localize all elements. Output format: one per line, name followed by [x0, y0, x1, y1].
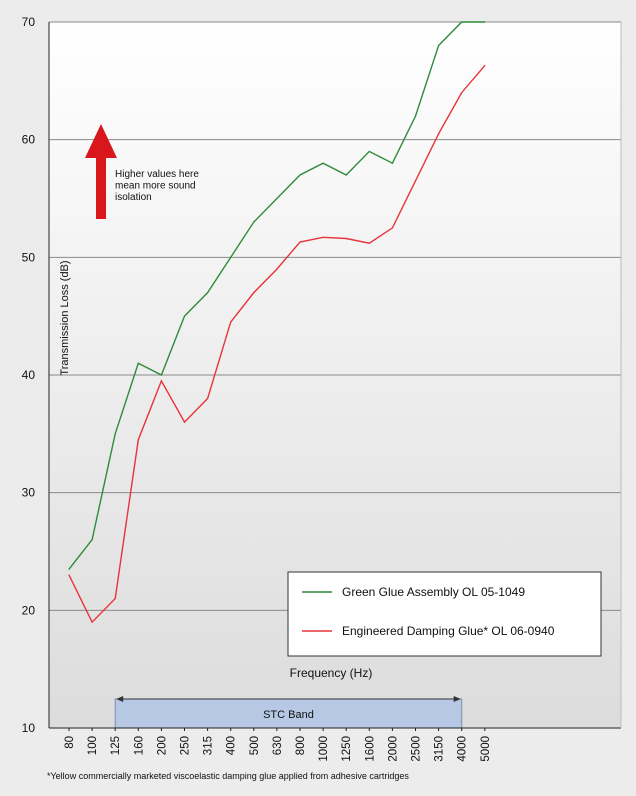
x-tick-label: 800 [295, 736, 307, 755]
stc-band-label: STC Band [263, 709, 314, 721]
y-tick-label: 30 [22, 486, 36, 500]
data-point [137, 362, 139, 364]
x-tick-label: 1600 [364, 736, 376, 762]
y-axis-title: Transmission Loss (dB) [59, 260, 71, 375]
data-point [322, 162, 324, 164]
x-tick-label: 100 [87, 736, 99, 755]
data-point [160, 374, 162, 376]
x-tick-label: 4000 [457, 736, 469, 762]
data-point [276, 268, 278, 270]
y-tick-label: 40 [22, 368, 36, 382]
data-point [114, 433, 116, 435]
x-tick-label: 200 [156, 736, 168, 755]
x-tick-label: 630 [272, 736, 284, 755]
data-point [461, 92, 463, 94]
data-point [368, 242, 370, 244]
data-point [484, 21, 486, 23]
data-point [68, 574, 70, 576]
data-point [91, 539, 93, 541]
x-tick-label: 1000 [318, 736, 330, 762]
data-point [253, 292, 255, 294]
data-point [183, 315, 186, 317]
stc-band [114, 698, 463, 729]
data-point [391, 162, 393, 164]
x-tick-label: 160 [133, 736, 145, 755]
data-point [68, 568, 70, 570]
data-point [438, 133, 440, 135]
data-point [137, 439, 139, 441]
y-tick-label: 20 [22, 603, 36, 617]
annotation-text-line: Higher values here [115, 169, 199, 180]
y-tick-label: 50 [22, 250, 36, 264]
data-point [414, 115, 417, 117]
stc-band-arrow-right [453, 696, 461, 702]
y-tick-label: 70 [22, 15, 36, 29]
data-point [160, 380, 162, 382]
data-point [299, 241, 301, 243]
data-point [461, 21, 463, 23]
x-tick-label: 2000 [387, 736, 399, 762]
data-point [368, 150, 370, 153]
up-arrow-icon [85, 124, 117, 219]
data-point [322, 236, 324, 238]
data-point [183, 421, 186, 423]
annotation-text-line: isolation [115, 192, 152, 203]
data-point [345, 237, 347, 240]
data-point [345, 174, 347, 176]
y-tick-label: 10 [22, 721, 36, 735]
legend-box [287, 571, 602, 657]
x-tick-label: 400 [226, 736, 238, 755]
stc-band-arrow-left [116, 696, 124, 702]
annotation-text-line: mean more sound [115, 181, 196, 192]
data-point [299, 174, 301, 176]
x-tick-label: 500 [249, 736, 261, 755]
data-point [207, 397, 209, 400]
x-tick-label: 3150 [434, 736, 446, 762]
x-tick-label: 315 [203, 736, 215, 755]
x-tick-label: 5000 [480, 736, 492, 762]
data-point [230, 256, 232, 258]
data-point [276, 197, 278, 200]
data-point [438, 44, 440, 47]
data-point [391, 227, 393, 229]
x-tick-label: 80 [64, 736, 76, 749]
x-tick-label: 2500 [411, 736, 423, 762]
data-point [91, 621, 93, 623]
data-point [484, 64, 486, 67]
x-tick-label: 1250 [341, 736, 353, 762]
data-point [230, 321, 232, 323]
x-tick-label: 250 [180, 736, 192, 755]
x-tick-label: 125 [110, 736, 122, 755]
data-point [114, 597, 116, 600]
data-point [207, 292, 209, 294]
y-tick-label: 60 [22, 133, 36, 147]
legend-label-2: Engineered Damping Glue* OL 06-0940 [342, 624, 555, 638]
footnote: *Yellow commercially marketed viscoelast… [47, 771, 409, 781]
data-point [253, 221, 255, 223]
x-axis-title: Frequency (Hz) [290, 666, 373, 680]
legend-label-1: Green Glue Assembly OL 05-1049 [342, 585, 525, 599]
data-point [414, 180, 417, 182]
